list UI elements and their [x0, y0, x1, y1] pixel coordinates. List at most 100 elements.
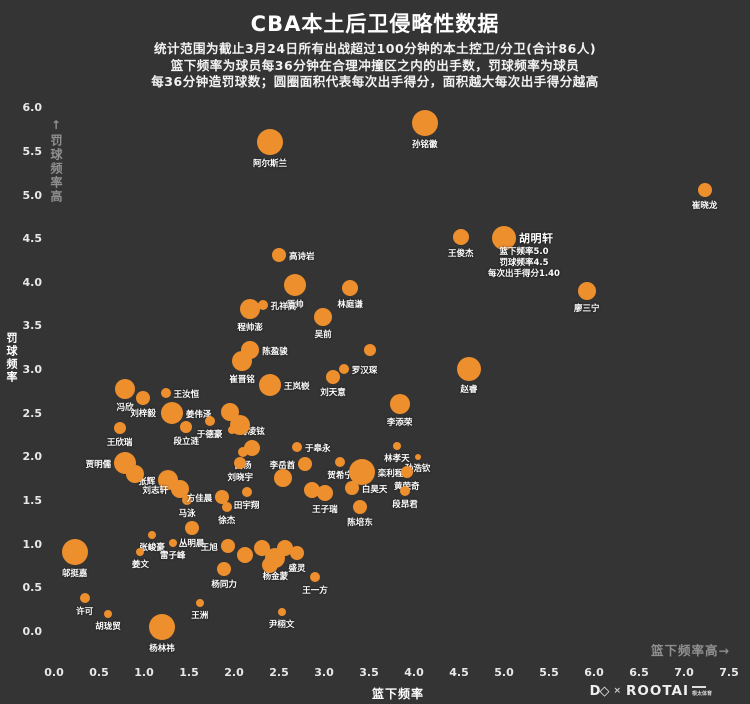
player-label-马泳: 马泳: [178, 509, 196, 520]
x-tick-6.5: 6.5: [629, 666, 649, 679]
bubble-黄荣奇: [400, 466, 413, 479]
player-label-于皋永: 于皋永: [305, 443, 331, 454]
chart-title: CBA本土后卫侵略性数据: [250, 12, 500, 36]
bubble-姜文: [136, 548, 145, 557]
bubble-unlabeled: [304, 481, 321, 498]
bubble-马泳: [182, 495, 193, 506]
watermark: D◇ × ROOTAI 根太体育: [590, 683, 712, 699]
y-tick-1.0: 1.0: [22, 537, 43, 551]
y-tick-6.0: 6.0: [22, 101, 43, 115]
bubble-崔晓龙: [697, 183, 712, 198]
bubble-高诗岩: [272, 247, 286, 262]
y-tick-3.5: 3.5: [22, 319, 43, 333]
bubble-王子瑞: [316, 485, 333, 502]
bubble-王岚嵚: [259, 373, 281, 396]
x-tick-3.0: 3.0: [314, 666, 334, 679]
subtitle-line-1: 统计范围为截止3月24日所有出战超过100分钟的本土控卫/分卫(合计86人): [153, 41, 597, 56]
player-label-冯欣: 冯欣: [116, 403, 134, 414]
bubble-杨林祎: [149, 613, 175, 640]
x-tick-7.5: 7.5: [719, 666, 739, 679]
bubble-李岳酋: [298, 457, 313, 472]
x-tick-5.5: 5.5: [539, 666, 559, 679]
player-label-丛明晨: 丛明晨: [178, 538, 205, 549]
bubble-方佳晨: [215, 489, 230, 504]
player-label-王旭: 王旭: [200, 543, 218, 554]
x-tick-3.5: 3.5: [359, 666, 379, 679]
player-label-盛灵: 盛灵: [288, 564, 306, 575]
x-tick-2.5: 2.5: [269, 666, 289, 679]
times-icon: ×: [613, 686, 621, 696]
bubble-unlabeled: [236, 547, 253, 564]
player-label-白昊天: 白昊天: [361, 484, 388, 495]
bubble-unlabeled: [262, 556, 278, 573]
player-label-王岚嵚: 王岚嵚: [284, 381, 310, 392]
player-label-杨同力: 杨同力: [211, 580, 237, 591]
bubble-田宇翔: [241, 487, 252, 498]
player-label-胡珑贸: 胡珑贸: [95, 621, 121, 632]
bubble-王旭: [220, 539, 235, 554]
bubble-王汝恒: [160, 387, 171, 398]
player-label-王洲: 王洲: [191, 611, 209, 622]
bubble-unlabeled: [253, 540, 270, 557]
bubble-贺希宁: [335, 456, 346, 467]
player-label-段立涟: 段立涟: [173, 436, 200, 447]
player-label-阿尔斯兰: 阿尔斯兰: [252, 159, 288, 170]
bubble-unlabeled: [230, 414, 251, 435]
bubble-丛明晨: [184, 520, 199, 535]
y-tick-0.0: 0.0: [22, 625, 43, 638]
subtitle-line-2: 篮下频率为球员每36分钟在合理冲撞区之内的出手数，罚球频率为球员: [170, 58, 580, 73]
player-label-赵睿: 赵睿: [460, 385, 478, 396]
bubble-王一方: [310, 571, 320, 582]
rootai-badge: 根太体育: [691, 685, 712, 697]
player-label-雷子峰: 雷子峰: [160, 550, 186, 561]
bubble-胡珑贸: [104, 609, 112, 618]
player-label-杨金蒙: 杨金蒙: [262, 571, 289, 582]
player-label-罗汉琛: 罗汉琛: [351, 366, 378, 377]
player-label-李岳酋: 李岳酋: [269, 461, 296, 472]
bubble-阿尔斯兰: [257, 129, 283, 156]
player-label-刘天意: 刘天意: [320, 387, 346, 398]
player-label-高诗岩: 高诗岩: [289, 251, 315, 262]
player-label-王一方: 王一方: [302, 585, 328, 596]
bubble-王洲: [195, 599, 204, 608]
player-label-贾明儒: 贾明儒: [85, 459, 112, 470]
rootai-brand-logo: ROOTAI: [626, 683, 689, 699]
player-label-姜文: 姜文: [131, 560, 149, 571]
bubble-罗汉琛: [338, 364, 349, 375]
bubble-栾利程: [348, 459, 375, 486]
bubble-unlabeled: [221, 402, 240, 421]
bubble-王俊杰: [452, 229, 469, 246]
player-label-原帅: 原帅: [286, 300, 304, 311]
y-tick-2.5: 2.5: [22, 406, 43, 420]
y-tick-0.5: 0.5: [22, 581, 43, 595]
y-tick-2.0: 2.0: [22, 450, 43, 464]
bubble-段立涟: [180, 420, 193, 433]
bubble-于皋永: [292, 441, 302, 452]
player-label-陈培东: 陈培东: [347, 518, 373, 529]
x-axis-hint: 篮下频率高→: [651, 643, 730, 658]
x-tick-2.0: 2.0: [224, 666, 244, 679]
y-tick-4.5: 4.5: [22, 232, 43, 246]
player-label-王俊杰: 王俊杰: [448, 249, 474, 260]
player-label-徐杰: 徐杰: [218, 516, 236, 527]
bubble-段昂君: [400, 486, 410, 497]
player-label-张峻豪: 张峻豪: [139, 542, 165, 553]
bubble-杨同力: [217, 562, 232, 577]
player-label-许可: 许可: [76, 606, 94, 617]
player-label-田宇翔: 田宇翔: [233, 501, 260, 512]
bubble-尹栩文: [277, 607, 286, 616]
player-label-崔晋铭: 崔晋铭: [229, 375, 255, 386]
player-label-傅凌铉: 傅凌铉: [239, 427, 265, 438]
player-label-刘志轩: 刘志轩: [142, 485, 168, 496]
bubble-廖三宁: [577, 281, 596, 300]
x-tick-4.5: 4.5: [449, 666, 469, 679]
badge-bar-top: [691, 685, 706, 688]
bubble-邬挺嘉: [61, 539, 88, 566]
bubble-胡明轩: [492, 226, 516, 251]
x-tick-1.0: 1.0: [134, 666, 154, 679]
player-label-王子瑞: 王子瑞: [312, 505, 338, 516]
badge-text: 根太体育: [691, 690, 712, 697]
y-axis-hint: ↑罚球频率高: [49, 118, 63, 204]
player-label-尹栩文: 尹栩文: [268, 619, 295, 630]
